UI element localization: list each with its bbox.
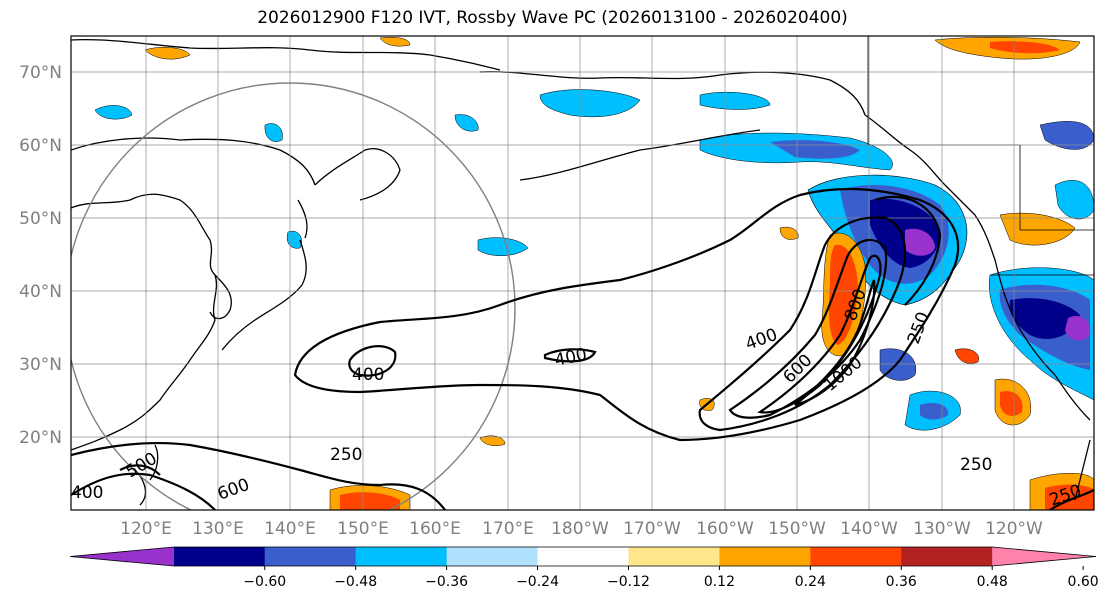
lon-label: 170°E [482,519,534,539]
lon-label: 130°E [192,519,244,539]
lat-label: 40°N [19,282,62,302]
contour-label: 400 [71,483,103,503]
lon-label: 150°W [768,519,826,539]
lat-label: 70°N [19,63,62,83]
colorbar-tick-label: 0.24 [795,574,826,590]
colorbar-tick-label: 0.60 [1068,574,1099,590]
colorbar-swatch [446,547,539,566]
lat-label: 30°N [19,355,62,375]
colorbar-swatch [264,547,357,566]
lon-label: 160°W [696,519,754,539]
lon-label: 140°E [264,519,316,539]
colorbar-tick-label: −0.24 [516,574,559,590]
ivt-contours [71,187,1094,510]
colorbar-swatch [355,547,448,566]
contour-label: 400 [352,365,384,385]
lat-label: 60°N [19,136,62,156]
colorbar-swatch [173,547,266,566]
map-title: 2026012900 F120 IVT, Rossby Wave PC (202… [257,8,848,28]
colorbar-swatch [810,547,902,566]
lon-label: 160°E [409,519,461,539]
shading-layer [94,36,1094,510]
colorbar-tick-label: −0.48 [334,574,377,590]
colorbar-tick-label: −0.60 [243,574,286,590]
lat-label: 20°N [19,428,62,448]
colorbar: −0.60 −0.48 −0.36 −0.24 −0.12 0.12 0.24 0.36 0.4… [69,546,1099,590]
lat-label: 50°N [19,209,62,229]
lon-label: 140°W [840,519,898,539]
contour-label: 250 [960,455,992,475]
coastlines [71,39,1091,506]
contour-label: 250 [330,445,362,465]
colorbar-extension-high [992,547,1096,566]
lon-label: 180°W [551,519,609,539]
colorbar-tick-label: 0.48 [977,574,1008,590]
longitude-labels: 120°E 130°E 140°E 150°E 160°E 170°E 180°… [120,519,1043,539]
radius-circle [71,82,516,510]
colorbar-swatch [901,547,993,566]
lon-label: 170°W [623,519,681,539]
gridlines [71,36,1094,510]
colorbar-tick-label: 0.36 [886,574,917,590]
colorbar-swatch [628,547,720,566]
lon-label: 120°W [985,519,1043,539]
lon-label: 120°E [120,519,172,539]
colorbar-tick-label: −0.12 [607,574,650,590]
map-frame [70,35,1095,511]
colorbar-swatch [537,547,629,566]
latitude-labels: 70°N 60°N 50°N 40°N 30°N 20°N [19,63,62,448]
colorbar-swatch [719,547,811,566]
lon-label: 130°W [913,519,971,539]
contour-labels: 400 400 400 600 800 1000 250 250 250 600… [71,286,1084,510]
colorbar-tick-label: 0.12 [704,574,735,590]
colorbar-tick-label: −0.36 [425,574,468,590]
colorbar-extension-low [70,547,174,566]
lon-label: 150°E [337,519,389,539]
